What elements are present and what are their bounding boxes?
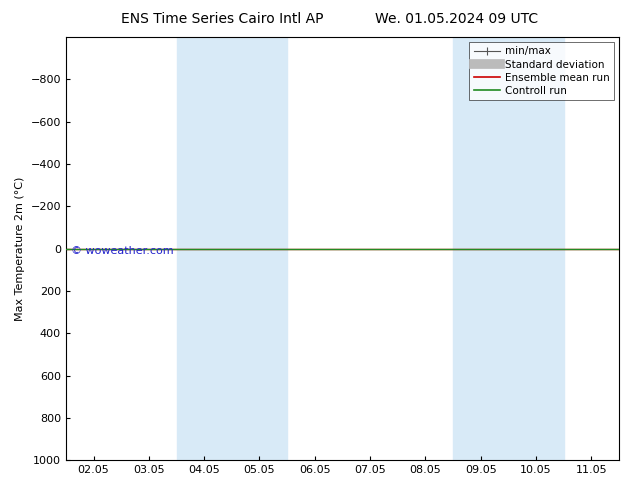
Bar — [176, 37, 287, 460]
Text: We. 01.05.2024 09 UTC: We. 01.05.2024 09 UTC — [375, 12, 538, 26]
Text: © woweather.com: © woweather.com — [72, 246, 174, 256]
Bar — [453, 37, 564, 460]
Legend: min/max, Standard deviation, Ensemble mean run, Controll run: min/max, Standard deviation, Ensemble me… — [469, 42, 614, 100]
Y-axis label: Max Temperature 2m (°C): Max Temperature 2m (°C) — [15, 176, 25, 321]
Text: ENS Time Series Cairo Intl AP: ENS Time Series Cairo Intl AP — [120, 12, 323, 26]
